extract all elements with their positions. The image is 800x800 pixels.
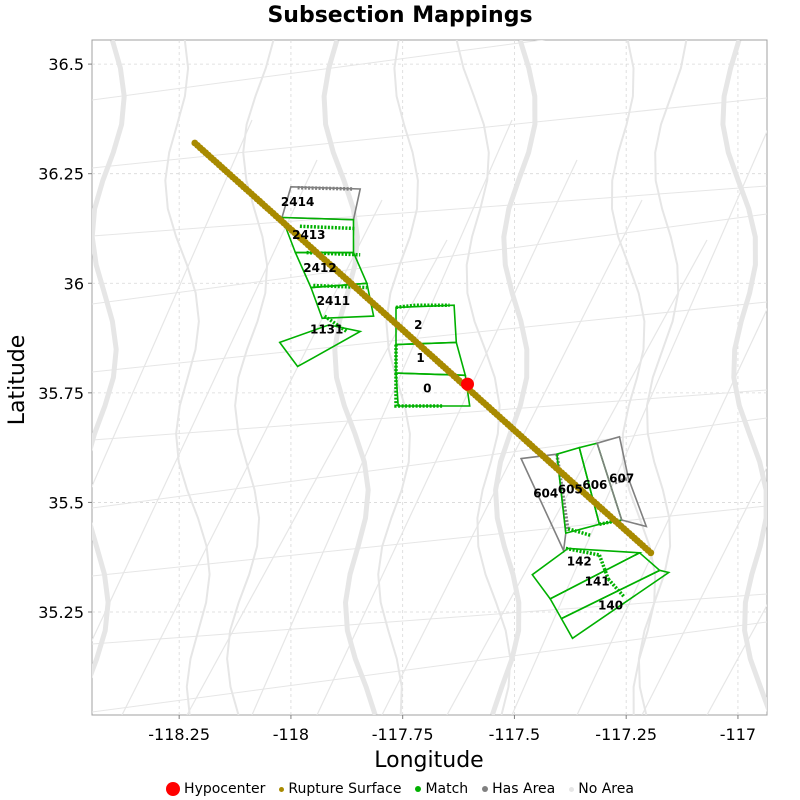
subsection-606-label: 606 xyxy=(582,478,607,492)
no-area-section-edge xyxy=(772,120,800,715)
no-area-section-edge xyxy=(251,119,513,715)
no-area-section-edge xyxy=(92,159,318,642)
subsection-2413-trace xyxy=(299,224,356,231)
no-area-section-edge xyxy=(92,593,767,645)
subsection-2413-label: 2413 xyxy=(292,228,325,242)
legend: Hypocenter Rupture Surface Match Has Area No… xyxy=(0,778,800,800)
no-area-fault-trace xyxy=(321,40,378,715)
legend-swatch xyxy=(415,786,422,792)
no-area-section-edge xyxy=(706,604,767,715)
subsection-2414-label: 2414 xyxy=(281,195,314,209)
subsection-2411-trace xyxy=(313,283,367,290)
x-tick-label: -117.25 xyxy=(595,725,657,744)
legend-item: No Area xyxy=(569,781,634,797)
subsection-140-outline xyxy=(560,569,671,640)
x-axis-ticks: -118.25 -118 -117.75 -117.5 -117.25 -117 xyxy=(148,715,756,744)
no-area-fault-trace xyxy=(92,40,127,679)
subsection-141-trace xyxy=(597,554,610,580)
y-tick-label: 35.5 xyxy=(48,493,84,512)
no-area-section-edge xyxy=(92,119,253,488)
hypocenter-point xyxy=(460,377,474,391)
subsection-140-label: 140 xyxy=(598,598,623,612)
subsection-2412-label: 2412 xyxy=(303,261,336,275)
hypocenter-layer xyxy=(460,377,474,391)
subsection-2411-label: 2411 xyxy=(317,294,350,308)
y-tick-label: 35.25 xyxy=(38,603,84,622)
y-tick-label: 36.25 xyxy=(38,165,84,184)
subsection-605-label: 605 xyxy=(558,482,583,496)
no-area-section-edge xyxy=(92,301,767,373)
y-tick-label: 35.75 xyxy=(38,384,84,403)
subsection-2-trace xyxy=(395,303,450,310)
rupture-surface xyxy=(191,139,655,557)
subsection-604-trace xyxy=(555,453,570,532)
legend-swatch xyxy=(569,786,575,792)
subsection-607-label: 607 xyxy=(609,471,634,485)
subsection-0-trace xyxy=(394,373,443,408)
chart-title: Subsection Mappings xyxy=(267,3,532,28)
subsection-142-trace xyxy=(565,546,600,557)
x-tick-label: -118.25 xyxy=(148,725,210,744)
legend-swatch xyxy=(482,786,489,792)
legend-item: Has Area xyxy=(482,781,555,797)
no-area-fault-trace xyxy=(720,40,767,713)
subsection-labels: 2414 2413 2412 2411 1131 2 1 0 604 605 606 607 142 14… xyxy=(281,195,634,612)
subsection-141-label: 141 xyxy=(585,574,610,588)
no-area-fault-trace xyxy=(455,40,512,715)
no-area-sections xyxy=(92,40,800,715)
subsection-0-label: 0 xyxy=(423,381,431,395)
no-area-section-edge xyxy=(92,417,767,509)
x-tick-label: -117.75 xyxy=(372,725,434,744)
no-area-section-edge xyxy=(92,505,767,577)
subsection-1131-trace xyxy=(323,314,348,333)
y-tick-label: 36.5 xyxy=(48,55,84,74)
legend-label: Has Area xyxy=(492,781,556,797)
no-area-section-edge xyxy=(92,621,767,713)
no-area-fault-trace xyxy=(164,40,211,715)
subsection-2-label: 2 xyxy=(414,318,422,332)
subsection-604-label: 604 xyxy=(533,487,558,501)
subsection-1131-label: 1131 xyxy=(310,322,343,336)
subsection-142-label: 142 xyxy=(567,555,592,569)
subsection-polygons xyxy=(278,185,671,640)
legend-item: Rupture Surface xyxy=(279,781,401,797)
subsection-mappings-chart: Subsection Mappings 2414 2413 2412 2411 1131… xyxy=(5,3,800,773)
no-area-section-edge xyxy=(446,239,708,715)
no-area-section-edge xyxy=(381,199,643,715)
subsection-1-label: 1 xyxy=(416,351,424,365)
legend-item: Hypocenter xyxy=(166,781,265,797)
x-tick-label: -117 xyxy=(720,725,756,744)
no-area-section-edge xyxy=(92,213,767,305)
x-axis-label: Longitude xyxy=(374,748,483,773)
no-area-section-edge xyxy=(576,308,767,715)
legend-swatch xyxy=(166,782,181,796)
x-tick-label: -118 xyxy=(273,725,309,744)
no-area-section-edge xyxy=(92,40,546,101)
legend-label: Rupture Surface xyxy=(288,781,402,797)
no-area-section-edge xyxy=(92,97,767,169)
legend-swatch xyxy=(279,786,285,792)
legend-label: Hypocenter xyxy=(184,781,266,797)
subsection-1131-outline xyxy=(278,324,363,368)
y-tick-label: 36 xyxy=(64,274,84,293)
rupture-surface-point xyxy=(647,549,655,557)
legend-label: No Area xyxy=(578,781,634,797)
legend-item: Match xyxy=(415,781,468,797)
no-area-section-edge xyxy=(92,389,767,441)
x-tick-label: -117.5 xyxy=(489,725,541,744)
no-area-section-edge xyxy=(92,185,767,237)
subsection-605-trace xyxy=(567,527,591,537)
y-axis-ticks: 35.25 35.5 35.75 36 36.25 36.5 xyxy=(38,55,92,622)
y-axis-label: Latitude xyxy=(5,335,30,426)
subsection-2414-trace xyxy=(297,185,354,191)
subsection-607-outline xyxy=(596,435,648,528)
no-area-fault-trace xyxy=(489,40,538,715)
legend-label: Match xyxy=(425,781,469,797)
subsection-140-trace xyxy=(606,577,626,598)
grid-lines xyxy=(92,40,767,715)
no-area-section-edge xyxy=(316,159,578,715)
no-area-section-edge xyxy=(641,466,767,715)
subsection-607-trace xyxy=(614,476,629,485)
